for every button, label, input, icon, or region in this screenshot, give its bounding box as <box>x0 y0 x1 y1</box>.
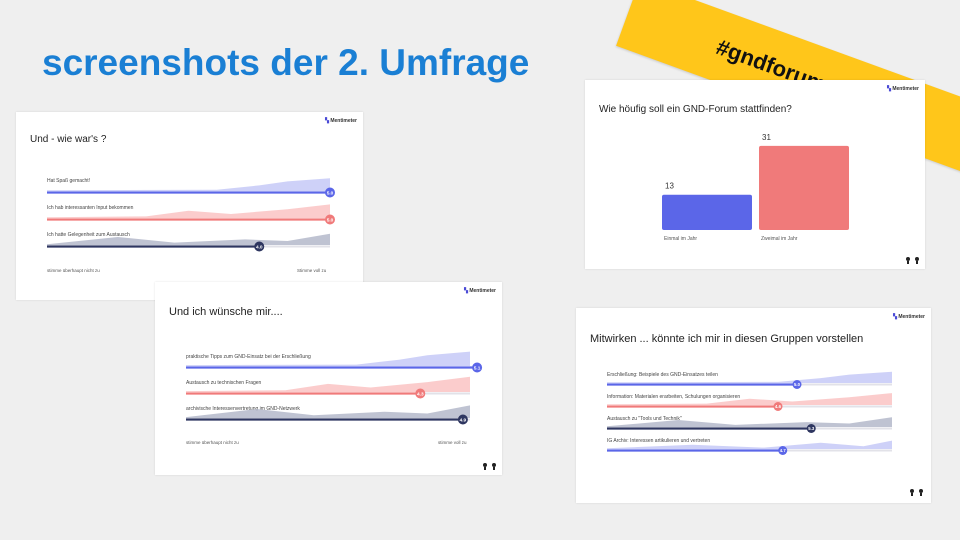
value-marker <box>254 241 265 252</box>
scale-chart-wuensche: praktische Tipps zum GND-Einsatz bei der… <box>186 351 483 425</box>
distribution-area <box>607 393 892 405</box>
series-label: Hat Spaß gemacht! <box>47 178 90 184</box>
category-label: Zweimal im Jahr <box>761 236 798 242</box>
value-label: 4.3 <box>417 391 424 397</box>
value-label: 5.0 <box>794 382 801 387</box>
bar-chart-haeufigkeit: 13 Einmal im Jahr 31 Zweimal im Jahr <box>662 133 849 242</box>
person-icon <box>915 257 919 264</box>
series-label: Austausch zu technischen Fragen <box>186 380 262 386</box>
card-footer-icons <box>483 463 496 470</box>
series-label: Erschließung: Beispiele des GND-Einsatze… <box>607 372 718 378</box>
card-wie-wars: Mentimeter Und - wie war's ? Hat Spaß ge… <box>16 112 363 300</box>
mentimeter-logo: Mentimeter <box>464 288 496 294</box>
person-icon <box>910 489 914 496</box>
series-label: Ich hatte Gelegenheit zum Austausch <box>47 232 130 238</box>
series-label: archivische Interessenvertretung im GND-… <box>186 406 300 412</box>
value-label: 4.0 <box>256 244 263 250</box>
series-label: praktische Tipps zum GND-Einsatz bei der… <box>186 354 311 360</box>
value-marker <box>325 187 335 198</box>
category-label: Einmal im Jahr <box>664 236 697 242</box>
value-label: 4.6 <box>775 404 782 409</box>
value-marker <box>415 388 426 399</box>
value-label: 5.0 <box>327 190 334 196</box>
value-marker <box>778 446 788 455</box>
scale-chart-mitwirken: Erschließung: Beispiele des GND-Einsatze… <box>607 371 892 455</box>
series-label: Ich hab interessanten Input bekommen <box>47 205 134 211</box>
value-marker <box>806 424 816 433</box>
mentimeter-logo: Mentimeter <box>887 86 919 92</box>
person-icon <box>492 463 496 470</box>
scale-chart-wie-wars: Hat Spaß gemacht! 5.0 Ich hab interessante… <box>47 178 335 252</box>
card-title: Und ich wünsche mir.... <box>169 306 283 318</box>
series-label: Information: Materialen erarbeiten, Schu… <box>607 394 740 400</box>
series-label: IG Archiv: Interessen artikulieren und v… <box>607 438 710 444</box>
card-footer-icons <box>910 489 923 496</box>
value-label: 4.7 <box>780 448 787 453</box>
value-marker <box>773 402 783 411</box>
card-footer-icons <box>906 257 919 264</box>
distribution-area <box>186 376 470 392</box>
series-label: Austausch zu "Tools und Technik" <box>607 416 682 422</box>
value-label: 5.3 <box>808 426 815 431</box>
value-label: 4.9 <box>460 417 467 423</box>
bar-value-label: 31 <box>762 133 771 142</box>
mentimeter-logo: Mentimeter <box>893 314 925 320</box>
distribution-area <box>607 371 892 383</box>
person-icon <box>483 463 487 470</box>
card-title: Und - wie war's ? <box>30 134 107 145</box>
mentimeter-logo: Mentimeter <box>325 118 357 124</box>
value-marker <box>457 414 468 425</box>
card-mitwirken: Mentimeter Mitwirken ... könnte ich mir … <box>576 308 931 503</box>
distribution-area <box>607 417 892 427</box>
slide-title: screenshots der 2. Umfrage <box>42 42 530 83</box>
distribution-area <box>186 405 470 418</box>
value-marker <box>792 380 802 389</box>
person-icon <box>906 257 910 264</box>
distribution-area <box>47 178 330 191</box>
distribution-area <box>607 440 892 449</box>
card-wuensche: Mentimeter Und ich wünsche mir.... prakt… <box>155 282 502 475</box>
value-label: 5.1 <box>474 365 481 371</box>
value-label: 5.0 <box>327 217 334 223</box>
card-title: Wie höufig soll ein GND-Forum stattfinde… <box>599 104 792 115</box>
person-icon <box>919 489 923 496</box>
distribution-area <box>186 351 470 366</box>
value-marker <box>472 362 483 373</box>
card-haeufigkeit: Mentimeter Wie höufig soll ein GND-Forum… <box>585 80 925 269</box>
scale-max-label: Stimme voll zu <box>297 268 327 273</box>
card-title: Mitwirken ... könnte ich mir in diesen G… <box>590 333 864 345</box>
scale-min-label: stimme überhaupt nicht zu <box>186 440 239 445</box>
scale-min-label: stimme überhaupt nicht zu <box>47 268 100 273</box>
bar <box>662 194 752 230</box>
bar-value-label: 13 <box>665 182 674 191</box>
bar <box>759 145 849 230</box>
scale-max-label: stimme voll zu <box>438 440 467 445</box>
value-marker <box>325 214 335 225</box>
distribution-area <box>47 204 330 218</box>
